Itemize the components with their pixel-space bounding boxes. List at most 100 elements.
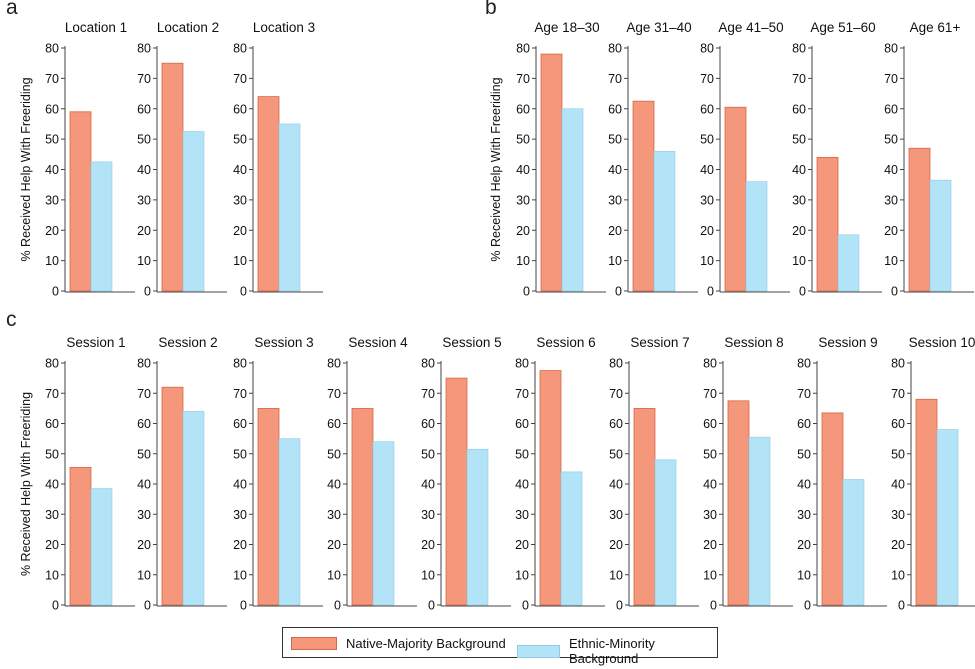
- ytick-label-a-3-20: 20: [233, 224, 247, 238]
- ytick-label-a-1-40: 40: [45, 163, 59, 177]
- facet-title-b-1: Age 18–30: [534, 20, 599, 35]
- ytick-label-c-5-80: 80: [421, 357, 435, 371]
- facet-title-b-5: Age 61+: [910, 20, 961, 35]
- facet-title-b-2: Age 31–40: [626, 20, 691, 35]
- ytick-label-c-9-10: 10: [797, 568, 811, 582]
- ytick-label-c-4-60: 60: [327, 417, 341, 431]
- ytick-label-a-2-50: 50: [137, 133, 151, 147]
- ytick-label-c-3-40: 40: [233, 478, 247, 492]
- legend-item-minority: Ethnic-Minority Background: [517, 636, 717, 666]
- facet-title-c-6: Session 6: [536, 335, 595, 350]
- ytick-label-c-8-40: 40: [703, 478, 717, 492]
- ytick-label-c-1-80: 80: [45, 357, 59, 371]
- bar-minority-b-2: [653, 150, 676, 292]
- ytick-label-b-5-80: 80: [884, 42, 898, 56]
- ytick-label-c-9-70: 70: [797, 387, 811, 401]
- ytick-label-c-3-0: 0: [240, 599, 247, 613]
- bar-native-c-6: [539, 370, 562, 606]
- ytick-label-b-4-10: 10: [792, 254, 806, 268]
- ytick-label-b-5-70: 70: [884, 72, 898, 86]
- ytick-label-c-10-70: 70: [891, 387, 905, 401]
- ytick-label-c-4-10: 10: [327, 568, 341, 582]
- ytick-label-c-8-0: 0: [710, 599, 717, 613]
- ytick-label-c-8-30: 30: [703, 508, 717, 522]
- ytick-label-b-1-40: 40: [516, 163, 530, 177]
- ytick-label-b-4-80: 80: [792, 42, 806, 56]
- ytick-label-a-3-50: 50: [233, 133, 247, 147]
- bar-minority-c-2: [182, 411, 205, 606]
- panel-a-label: a: [6, 0, 18, 19]
- facet-title-c-8: Session 8: [724, 335, 783, 350]
- ytick-label-a-1-60: 60: [45, 102, 59, 116]
- ytick-label-c-10-40: 40: [891, 478, 905, 492]
- ytick-label-c-3-50: 50: [233, 447, 247, 461]
- bar-minority-b-3: [745, 181, 768, 292]
- bar-native-b-1: [540, 53, 563, 292]
- facet-title-c-3: Session 3: [254, 335, 313, 350]
- ytick-label-a-3-70: 70: [233, 72, 247, 86]
- ytick-label-c-7-70: 70: [609, 387, 623, 401]
- ytick-label-c-1-10: 10: [45, 568, 59, 582]
- ytick-label-b-1-50: 50: [516, 133, 530, 147]
- ytick-label-a-1-0: 0: [52, 285, 59, 299]
- ytick-label-c-7-80: 80: [609, 357, 623, 371]
- ytick-label-c-1-40: 40: [45, 478, 59, 492]
- ytick-label-c-5-70: 70: [421, 387, 435, 401]
- ytick-label-c-6-70: 70: [515, 387, 529, 401]
- ytick-label-c-2-40: 40: [137, 478, 151, 492]
- facet-title-b-4: Age 51–60: [810, 20, 875, 35]
- ytick-label-a-1-20: 20: [45, 224, 59, 238]
- ytick-label-c-4-20: 20: [327, 538, 341, 552]
- ytick-label-b-4-70: 70: [792, 72, 806, 86]
- ytick-label-b-2-50: 50: [608, 133, 622, 147]
- ytick-label-a-1-50: 50: [45, 133, 59, 147]
- ytick-label-c-9-80: 80: [797, 357, 811, 371]
- bar-native-a-3: [257, 96, 280, 292]
- ytick-label-c-1-60: 60: [45, 417, 59, 431]
- bar-minority-c-9: [842, 479, 865, 606]
- ytick-label-b-3-10: 10: [700, 254, 714, 268]
- ytick-label-c-5-10: 10: [421, 568, 435, 582]
- ylabel-b: % Received Help With Freeriding: [489, 77, 503, 261]
- bar-native-c-4: [351, 407, 374, 606]
- bar-minority-a-3: [278, 123, 301, 292]
- bar-minority-c-4: [372, 441, 395, 606]
- ytick-label-c-10-20: 20: [891, 538, 905, 552]
- ytick-label-a-3-40: 40: [233, 163, 247, 177]
- ytick-label-c-10-50: 50: [891, 447, 905, 461]
- ytick-label-b-5-10: 10: [884, 254, 898, 268]
- legend-item-native: Native-Majority Background: [291, 636, 506, 651]
- bar-native-c-3: [257, 407, 280, 606]
- bar-minority-c-6: [560, 471, 583, 606]
- ytick-label-c-3-60: 60: [233, 417, 247, 431]
- bar-minority-b-4: [837, 234, 860, 292]
- ytick-label-b-4-20: 20: [792, 224, 806, 238]
- ytick-label-a-2-40: 40: [137, 163, 151, 177]
- ytick-label-c-9-40: 40: [797, 478, 811, 492]
- ytick-label-c-7-40: 40: [609, 478, 623, 492]
- ytick-label-b-1-30: 30: [516, 193, 530, 207]
- ytick-label-c-2-80: 80: [137, 357, 151, 371]
- ytick-label-c-1-50: 50: [45, 447, 59, 461]
- ytick-label-c-6-0: 0: [522, 599, 529, 613]
- facet-title-c-4: Session 4: [348, 335, 408, 350]
- ytick-label-b-3-80: 80: [700, 42, 714, 56]
- ytick-label-c-8-60: 60: [703, 417, 717, 431]
- ytick-label-a-3-30: 30: [233, 193, 247, 207]
- ytick-label-c-10-80: 80: [891, 357, 905, 371]
- ytick-label-c-2-0: 0: [144, 599, 151, 613]
- ytick-label-b-2-40: 40: [608, 163, 622, 177]
- ytick-label-c-7-0: 0: [616, 599, 623, 613]
- ytick-label-a-3-80: 80: [233, 42, 247, 56]
- facet-title-c-7: Session 7: [630, 335, 689, 350]
- ytick-label-a-2-80: 80: [137, 42, 151, 56]
- bar-minority-c-3: [278, 438, 301, 606]
- ytick-label-c-5-20: 20: [421, 538, 435, 552]
- bar-native-c-8: [727, 400, 750, 606]
- ytick-label-c-7-20: 20: [609, 538, 623, 552]
- ytick-label-a-1-30: 30: [45, 193, 59, 207]
- ytick-label-c-9-30: 30: [797, 508, 811, 522]
- ytick-label-c-4-50: 50: [327, 447, 341, 461]
- ytick-label-c-7-60: 60: [609, 417, 623, 431]
- ytick-label-c-10-0: 0: [898, 599, 905, 613]
